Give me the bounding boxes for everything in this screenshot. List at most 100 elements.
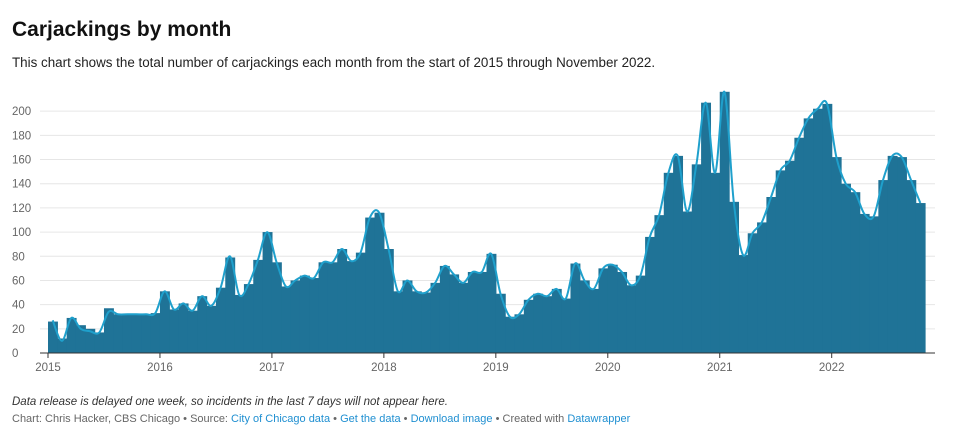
bar	[775, 170, 786, 353]
data-delay-note: Data release is delayed one week, so inc…	[12, 396, 448, 408]
bar	[906, 180, 917, 353]
bar	[131, 314, 142, 353]
bar	[374, 212, 385, 353]
bar	[486, 253, 497, 353]
bar	[66, 317, 77, 353]
bar	[691, 164, 702, 353]
bar	[290, 280, 301, 353]
chart-title: Carjackings by month	[12, 18, 232, 41]
carjackings-chart: 0 20 40 60 80 100 120 140 160 180 200 2015 2016 2017 2…	[12, 90, 935, 374]
bar	[514, 314, 525, 353]
bar	[869, 216, 879, 353]
y-tick-label: 160	[12, 155, 31, 167]
bar	[467, 271, 478, 353]
bar	[887, 155, 898, 353]
bar	[309, 278, 320, 353]
bar	[617, 271, 628, 353]
bar	[206, 305, 217, 353]
bar	[757, 222, 767, 353]
bar	[281, 286, 292, 353]
bar	[253, 259, 264, 353]
bar	[271, 262, 282, 353]
get-data-link[interactable]: Get the data	[340, 413, 401, 425]
bar	[915, 203, 926, 353]
bar	[859, 213, 870, 353]
bar	[318, 262, 329, 353]
bar	[337, 249, 348, 353]
bar	[533, 293, 544, 353]
y-tick-label: 80	[12, 251, 25, 263]
bar	[197, 296, 208, 353]
y-tick-label: 140	[12, 179, 31, 191]
trend-line	[51, 90, 922, 342]
x-tick-label: 2015	[35, 362, 61, 374]
bar	[187, 310, 198, 353]
bar	[262, 232, 273, 353]
bar	[234, 294, 245, 353]
y-tick-label: 180	[12, 130, 31, 142]
bar	[122, 314, 133, 353]
bar	[561, 298, 572, 353]
footer-sep-2: •	[400, 413, 411, 425]
x-tick-label: 2020	[595, 362, 621, 374]
bar	[673, 155, 684, 353]
footer-credit: Chart: Chris Hacker, CBS Chicago • Sourc…	[12, 413, 232, 425]
bar	[169, 309, 180, 353]
bar	[449, 274, 460, 353]
bar	[243, 284, 254, 353]
chart-footer: Chart: Chris Hacker, CBS Chicago • Sourc…	[12, 413, 630, 425]
bar	[85, 328, 96, 353]
bar	[299, 275, 310, 353]
y-tick-label: 60	[12, 275, 25, 287]
bar	[794, 137, 805, 353]
source-link[interactable]: City of Chicago data	[231, 413, 331, 425]
bar	[225, 257, 236, 353]
bar	[113, 314, 124, 353]
bar	[495, 293, 506, 353]
bar	[430, 282, 441, 353]
bar	[150, 313, 161, 353]
bar	[327, 262, 338, 353]
bar	[747, 233, 758, 353]
datawrapper-link[interactable]: Datawrapper	[567, 413, 631, 425]
bar	[75, 325, 86, 353]
bar	[822, 103, 833, 353]
y-tick-label: 40	[12, 300, 25, 312]
bar	[421, 292, 432, 353]
bar	[682, 211, 693, 353]
bar	[626, 285, 637, 353]
bar	[738, 255, 749, 353]
bar	[141, 314, 152, 353]
bar	[850, 192, 861, 353]
bar	[215, 287, 226, 353]
x-tick-label: 2016	[147, 362, 173, 374]
bar	[458, 282, 469, 353]
bar	[607, 264, 618, 353]
bar	[365, 217, 376, 353]
bar	[729, 201, 740, 353]
x-tick-label: 2019	[483, 362, 509, 374]
bar	[897, 157, 907, 353]
y-tick-label: 120	[12, 203, 31, 215]
bar	[710, 172, 721, 353]
x-tick-label: 2017	[259, 362, 285, 374]
y-tick-label: 20	[12, 324, 25, 336]
bar	[766, 197, 777, 353]
bar	[402, 280, 413, 353]
footer-sep-1: •	[330, 413, 341, 425]
bar	[48, 321, 58, 353]
bar	[841, 183, 851, 353]
bar	[551, 288, 562, 353]
bar	[635, 275, 646, 353]
x-tick-label: 2018	[371, 362, 397, 374]
chart-subtitle: This chart shows the total number of car…	[12, 55, 656, 70]
y-tick-label: 0	[12, 348, 18, 360]
bar	[523, 299, 534, 353]
x-tick-label: 2022	[819, 362, 845, 374]
bar	[579, 280, 590, 353]
download-image-link[interactable]: Download image	[410, 413, 493, 425]
bar	[701, 102, 712, 354]
bar	[813, 108, 823, 353]
bar	[393, 291, 404, 353]
bar	[346, 261, 357, 353]
